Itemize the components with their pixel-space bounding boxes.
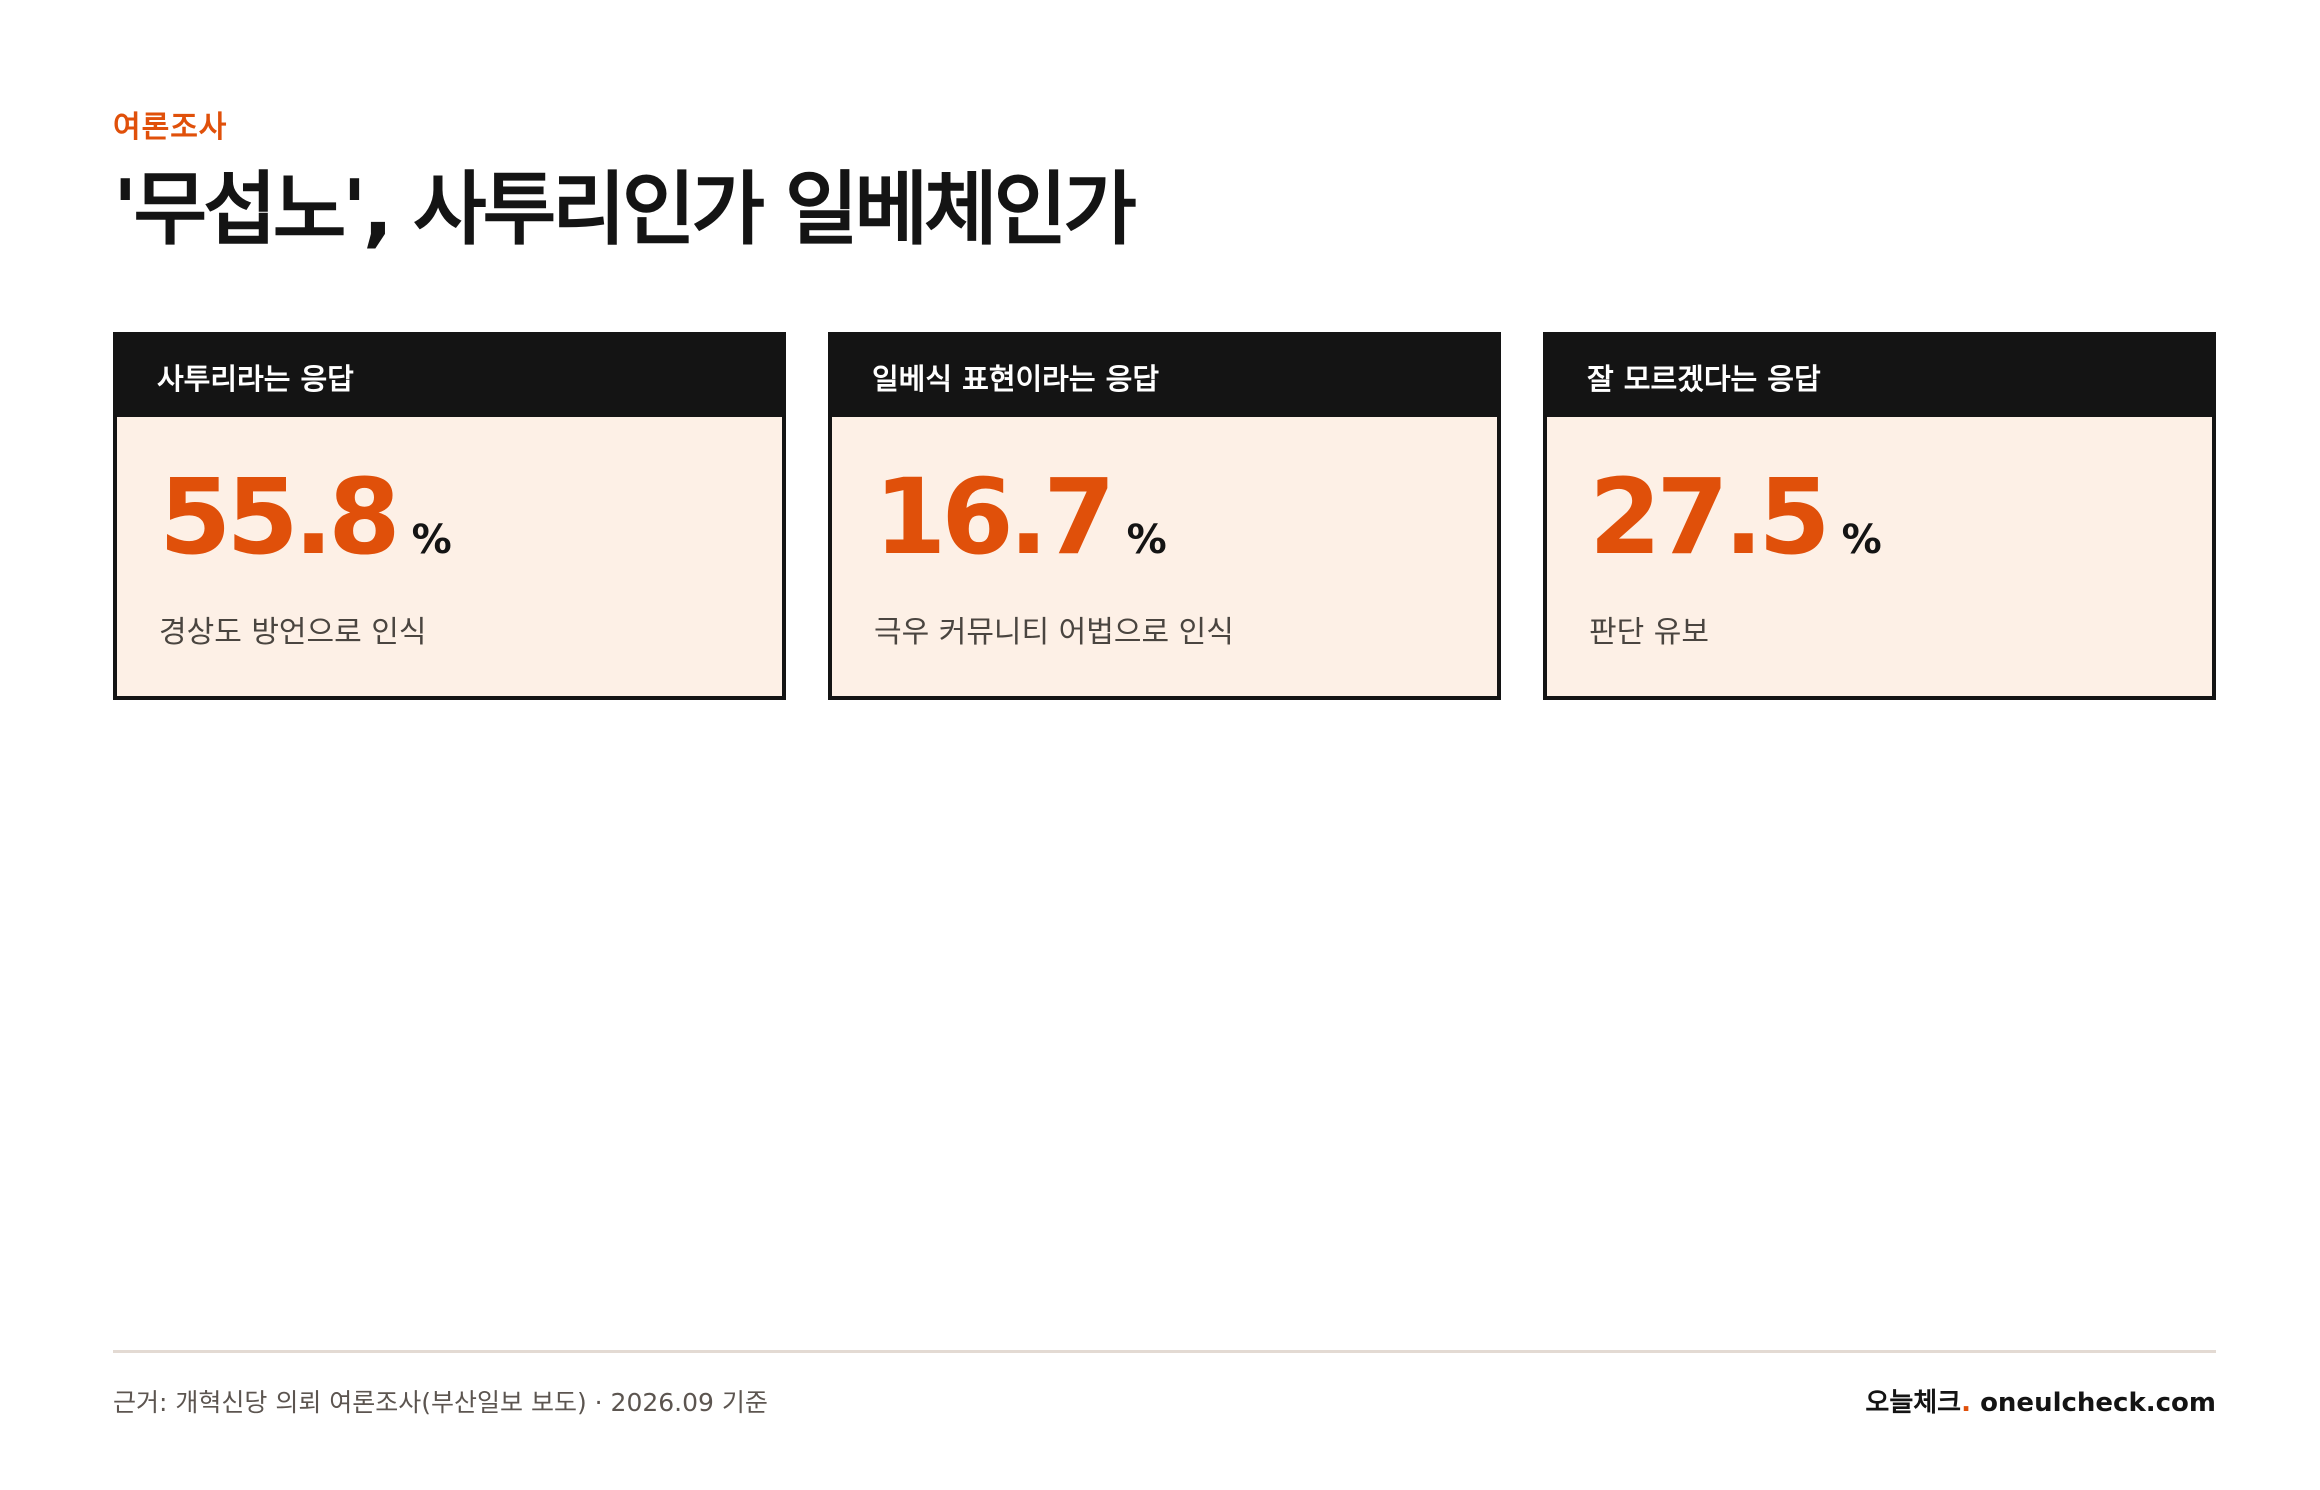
brand-dot: . (1961, 1388, 1971, 1418)
stat-card-label: 사투리라는 응답 (117, 336, 782, 417)
stat-description: 극우 커뮤니티 어법으로 인식 (874, 615, 1234, 650)
stat-value-row: 27.5 % (1589, 465, 2212, 569)
stat-card-ilbe: 일베식 표현이라는 응답 16.7 % 극우 커뮤니티 어법으로 인식 (828, 332, 1501, 700)
brand-signature: 오늘체크. oneulcheck.com (1865, 1382, 2216, 1419)
stat-card-label: 일베식 표현이라는 응답 (832, 336, 1497, 417)
stat-card-body: 16.7 % 극우 커뮤니티 어법으로 인식 (832, 417, 1497, 696)
section-kicker: 여론조사 (113, 110, 228, 145)
brand-url: oneulcheck.com (1980, 1388, 2216, 1418)
stat-value: 55.8 (159, 456, 401, 578)
stat-unit: % (411, 517, 452, 563)
source-note: 근거: 개혁신당 의뢰 여론조사(부산일보 보도) · 2026.09 기준 (113, 1388, 768, 1417)
stat-cards: 사투리라는 응답 55.8 % 경상도 방언으로 인식 일베식 표현이라는 응답… (113, 332, 2216, 700)
stat-description: 경상도 방언으로 인식 (159, 615, 427, 650)
stat-card-body: 27.5 % 판단 유보 (1547, 417, 2212, 696)
stat-description: 판단 유보 (1589, 615, 1709, 650)
footer-divider (113, 1350, 2216, 1353)
page-title: '무섭노', 사투리인가 일베체인가 (113, 163, 1137, 256)
stat-value-row: 16.7 % (874, 465, 1497, 569)
stat-unit: % (1841, 517, 1882, 563)
stat-card-unsure: 잘 모르겠다는 응답 27.5 % 판단 유보 (1543, 332, 2216, 700)
brand-name: 오늘체크 (1865, 1388, 1962, 1418)
stat-card-body: 55.8 % 경상도 방언으로 인식 (117, 417, 782, 696)
stat-unit: % (1126, 517, 1167, 563)
stat-card-dialect: 사투리라는 응답 55.8 % 경상도 방언으로 인식 (113, 332, 786, 700)
stat-card-label: 잘 모르겠다는 응답 (1547, 336, 2212, 417)
stat-value-row: 55.8 % (159, 465, 782, 569)
stat-value: 27.5 (1589, 456, 1831, 578)
page: 여론조사 '무섭노', 사투리인가 일베체인가 사투리라는 응답 55.8 % … (113, 0, 2216, 1490)
stat-value: 16.7 (874, 456, 1116, 578)
